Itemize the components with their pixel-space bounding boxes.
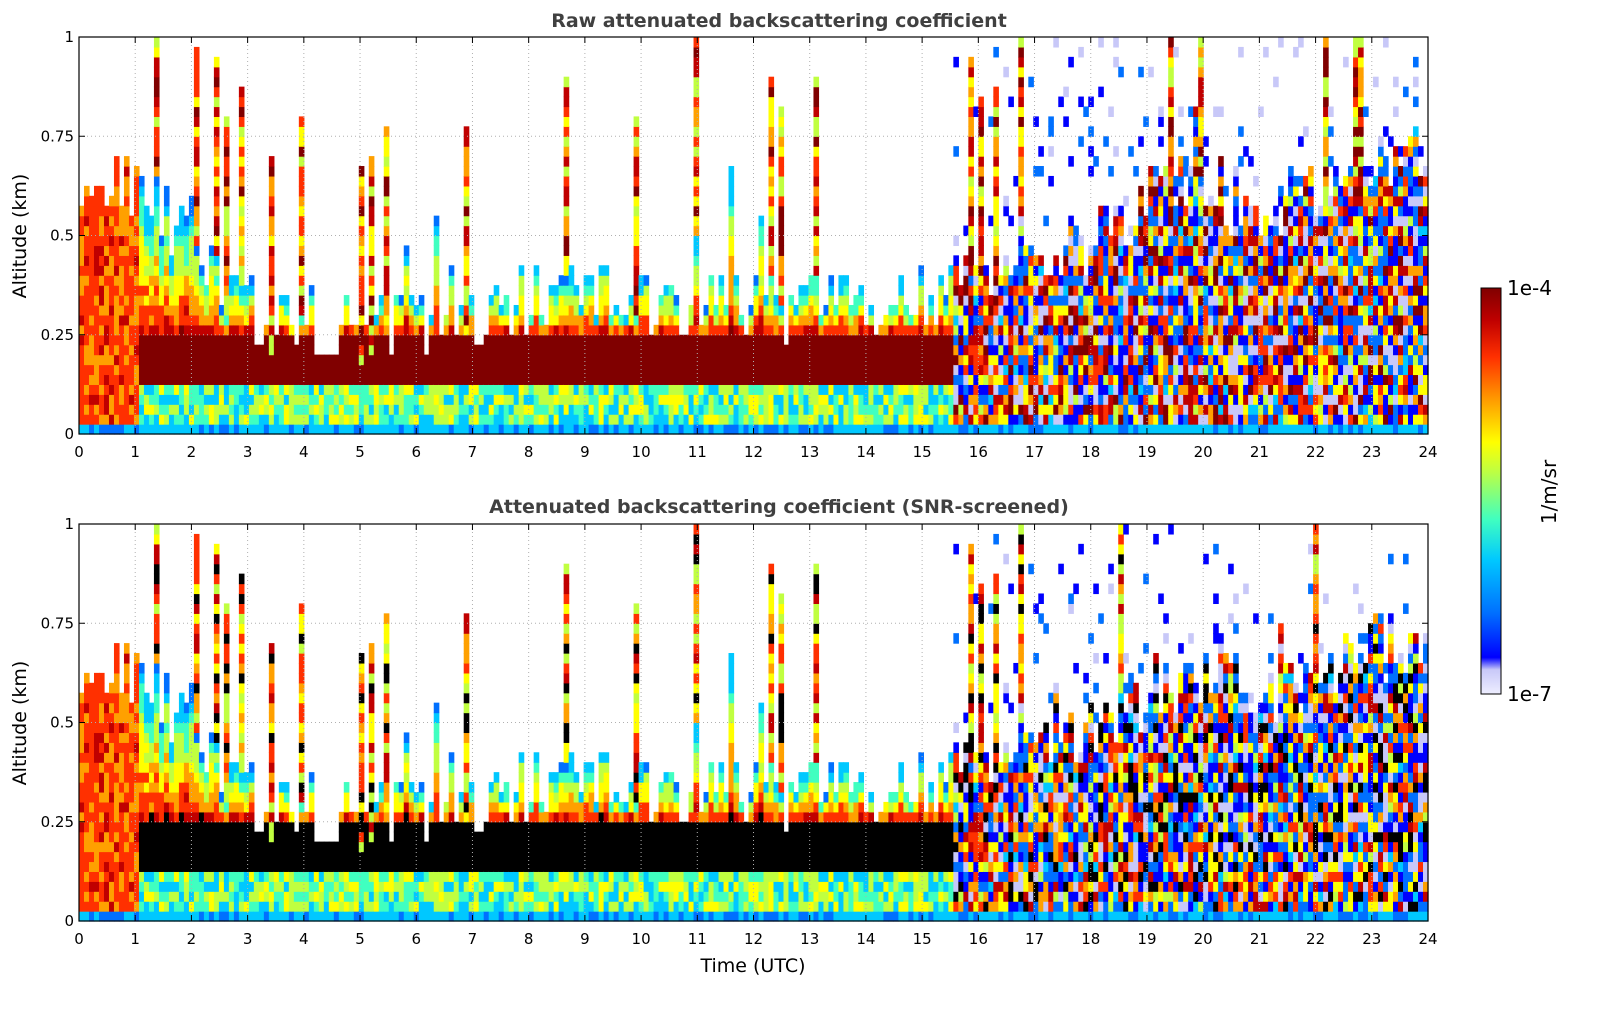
- y-tick-label: 0.25: [41, 326, 74, 344]
- x-tick-label: 17: [1025, 443, 1044, 461]
- x-tick-label: 5: [355, 443, 365, 461]
- x-tick-label: 15: [913, 930, 932, 948]
- y-tick-label: 1: [64, 515, 74, 533]
- colorbar-unit-label: 1/m/sr: [1537, 459, 1561, 524]
- x-tick-label: 19: [1137, 443, 1156, 461]
- x-tick-label: 23: [1362, 930, 1381, 948]
- x-tick-label: 17: [1025, 930, 1044, 948]
- panel-screened-y-axis-label: Altitude (km): [9, 661, 31, 786]
- x-tick-label: 9: [580, 930, 590, 948]
- y-tick-label: 0: [64, 912, 74, 930]
- y-tick-label: 0.75: [41, 614, 74, 632]
- panel-raw-y-axis-label: Altitude (km): [9, 174, 31, 299]
- x-tick-label: 10: [632, 443, 651, 461]
- x-tick-label: 10: [632, 930, 651, 948]
- x-tick-label: 15: [913, 443, 932, 461]
- y-tick-label: 0: [64, 425, 74, 443]
- x-tick-label: 23: [1362, 443, 1381, 461]
- x-tick-label: 21: [1250, 443, 1269, 461]
- x-tick-label: 3: [243, 930, 253, 948]
- x-tick-label: 4: [299, 443, 309, 461]
- x-tick-label: 1: [130, 443, 140, 461]
- y-tick-label: 0.75: [41, 127, 74, 145]
- x-tick-label: 19: [1137, 930, 1156, 948]
- x-tick-label: 13: [800, 443, 819, 461]
- x-tick-label: 18: [1081, 443, 1100, 461]
- x-tick-label: 7: [468, 443, 478, 461]
- y-tick-label: 0.5: [50, 227, 74, 245]
- x-tick-label: 16: [969, 443, 988, 461]
- panel-raw-title: Raw attenuated backscattering coefficien…: [551, 10, 1007, 32]
- x-tick-label: 24: [1418, 930, 1437, 948]
- x-tick-label: 7: [468, 930, 478, 948]
- x-tick-label: 2: [187, 930, 197, 948]
- x-tick-label: 24: [1418, 443, 1437, 461]
- x-tick-label: 14: [856, 443, 875, 461]
- x-tick-label: 8: [524, 930, 534, 948]
- x-tick-label: 16: [969, 930, 988, 948]
- x-tick-label: 6: [411, 930, 421, 948]
- x-tick-label: 3: [243, 443, 253, 461]
- y-tick-label: 0.25: [41, 813, 74, 831]
- x-tick-label: 12: [744, 443, 763, 461]
- x-tick-label: 21: [1250, 930, 1269, 948]
- x-tick-label: 0: [74, 443, 84, 461]
- panel-screened-title: Attenuated backscattering coefficient (S…: [489, 496, 1069, 518]
- x-tick-label: 22: [1306, 443, 1325, 461]
- x-tick-label: 1: [130, 930, 140, 948]
- x-tick-label: 2: [187, 443, 197, 461]
- colorbar-min-label: 1e-7: [1507, 682, 1552, 706]
- panel-screened: Attenuated backscattering coefficient (S…: [9, 496, 1438, 977]
- x-tick-label: 0: [74, 930, 84, 948]
- x-tick-label: 9: [580, 443, 590, 461]
- x-tick-label: 18: [1081, 930, 1100, 948]
- x-tick-label: 11: [688, 930, 707, 948]
- x-tick-label: 11: [688, 443, 707, 461]
- x-tick-label: 4: [299, 930, 309, 948]
- colorbar: 1e-4 1e-7 1/m/sr: [1481, 276, 1561, 706]
- x-tick-label: 12: [744, 930, 763, 948]
- x-axis-label: Time (UTC): [699, 955, 805, 977]
- colorbar-max-label: 1e-4: [1507, 276, 1552, 300]
- x-tick-label: 20: [1194, 443, 1213, 461]
- x-tick-label: 5: [355, 930, 365, 948]
- x-tick-label: 22: [1306, 930, 1325, 948]
- y-tick-label: 1: [64, 28, 74, 46]
- x-tick-label: 13: [800, 930, 819, 948]
- y-tick-label: 0.5: [50, 714, 74, 732]
- x-tick-label: 14: [856, 930, 875, 948]
- x-tick-label: 20: [1194, 930, 1213, 948]
- colorbar-gradient: [1481, 288, 1501, 694]
- x-tick-label: 8: [524, 443, 534, 461]
- panel-raw: Raw attenuated backscattering coefficien…: [9, 10, 1438, 461]
- x-tick-label: 6: [411, 443, 421, 461]
